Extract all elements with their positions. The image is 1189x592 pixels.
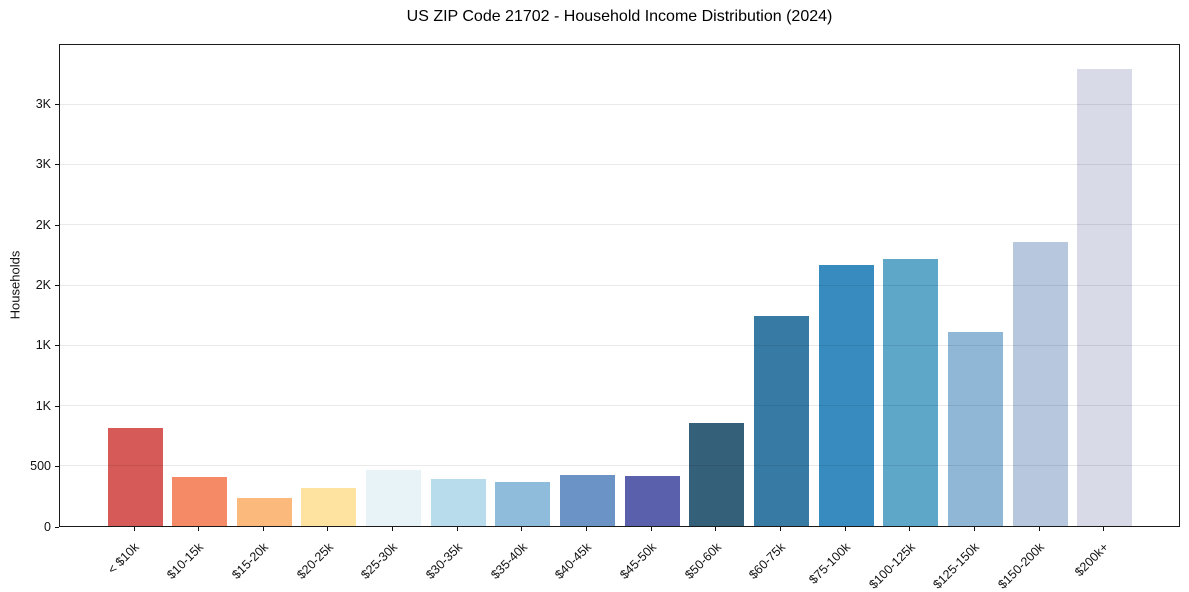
x-tick-label: $75-100k <box>806 540 854 587</box>
x-tick-label: $30-35k <box>423 540 466 582</box>
x-tick-label: $35-40k <box>487 540 530 582</box>
bar-30-35k <box>430 478 486 526</box>
bar-40-45k <box>560 474 616 526</box>
x-tick-label: $150-200k <box>995 540 1048 592</box>
gridline <box>60 404 1179 406</box>
y-tick-label: 1K <box>35 398 51 413</box>
bar-200k <box>1077 69 1133 526</box>
gridline <box>60 464 1179 466</box>
y-tick-mark <box>55 466 59 468</box>
x-tick-mark <box>780 527 781 531</box>
y-tick-mark <box>55 103 59 105</box>
x-tick-mark <box>1103 527 1105 531</box>
y-tick-label: 3K <box>35 157 51 172</box>
bar-25-30k <box>366 470 422 526</box>
x-tick-mark <box>586 527 588 531</box>
x-tick-label: $125-150k <box>930 540 983 592</box>
x-tick-mark <box>521 527 523 531</box>
gridline <box>60 284 1179 286</box>
bars-container <box>60 45 1179 526</box>
x-tick-label: $20-25k <box>294 540 336 582</box>
x-tick-mark <box>715 527 717 531</box>
x-tick-label: $200k+ <box>1072 540 1112 580</box>
y-tick-label: 500 <box>30 459 51 474</box>
y-tick-label: 0 <box>44 519 51 534</box>
x-tick-mark <box>1038 527 1040 531</box>
bar-50-60k <box>689 422 745 526</box>
bar-60-75k <box>754 316 809 526</box>
y-tick-label: 2K <box>35 217 51 232</box>
bar-125-150k <box>947 332 1003 526</box>
gridline <box>60 164 1179 166</box>
y-tick-mark <box>55 164 59 166</box>
x-axis-tick-labels: < $10k $10-15k $15-20k $20-25k $25-30k $30-35… <box>59 537 1180 592</box>
x-tick-mark <box>327 527 329 531</box>
bar-150-200k <box>1012 241 1068 526</box>
x-tick-label: $45-50k <box>617 540 660 582</box>
gridline <box>60 104 1179 106</box>
y-tick-label: 1K <box>35 338 51 353</box>
gridlines <box>60 45 1179 526</box>
bar-100-125k <box>883 259 939 526</box>
bar-35-40k <box>495 481 551 526</box>
x-tick-label: $15-20k <box>229 540 272 582</box>
x-tick-mark <box>392 527 394 531</box>
chart-title: US ZIP Code 21702 - Household Income Dis… <box>406 8 833 25</box>
x-tick-label: $40-45k <box>552 540 595 582</box>
x-tick-label: < $10k <box>105 540 142 577</box>
bar-15-20k <box>236 498 292 526</box>
y-tick-mark <box>55 285 59 286</box>
bar-10k <box>107 428 163 526</box>
y-axis-tick-labels: 0 500 1K 1K 2K 2K 3K 3K <box>0 0 51 590</box>
x-tick-label: $60-75k <box>746 540 789 582</box>
bar-10-15k <box>172 477 228 526</box>
x-tick-mark <box>844 527 846 531</box>
x-tick-mark <box>456 527 458 531</box>
x-tick-label: $100-125k <box>866 540 918 592</box>
x-tick-mark <box>973 527 975 531</box>
y-tick-mark <box>55 405 59 407</box>
y-tick-label: 3K <box>35 96 51 111</box>
bar-20-25k <box>301 488 357 526</box>
y-tick-mark <box>55 526 59 528</box>
x-tick-mark <box>909 527 911 531</box>
bar-45-50k <box>624 475 680 526</box>
gridline <box>60 224 1179 226</box>
gridline <box>60 344 1179 346</box>
x-tick-label: $50-60k <box>681 540 724 582</box>
y-tick-label: 2K <box>35 278 51 292</box>
x-tick-label: $10-15k <box>164 540 207 582</box>
x-tick-label: $25-30k <box>358 540 401 582</box>
plot-area <box>59 44 1180 527</box>
y-tick-mark <box>55 224 59 226</box>
x-tick-mark <box>650 527 652 531</box>
x-tick-mark <box>262 527 264 531</box>
x-tick-mark <box>198 527 200 531</box>
y-tick-mark <box>55 345 59 347</box>
bar-75-100k <box>818 265 874 526</box>
x-tick-mark <box>133 527 135 531</box>
